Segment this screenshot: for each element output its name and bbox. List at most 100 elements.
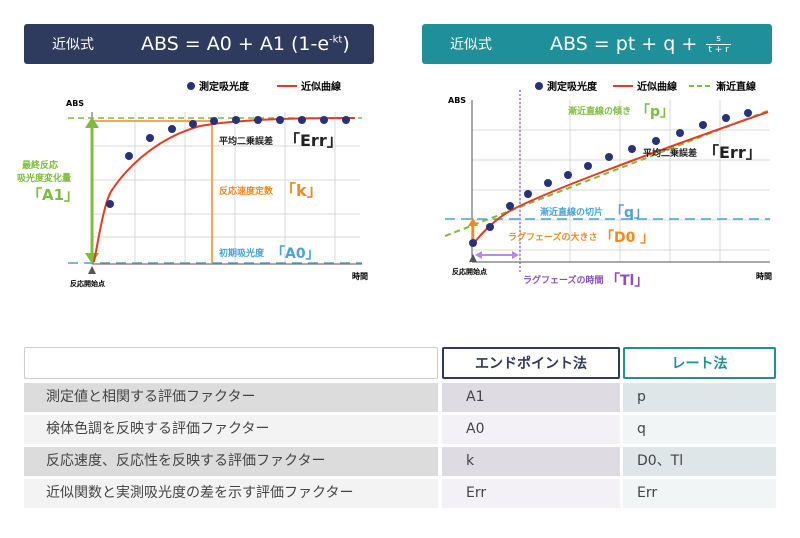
- left-a0-param: 「A0」: [271, 245, 320, 262]
- table-cell-endpoint: A1: [442, 383, 620, 412]
- right-legend-fit: 近似曲線: [637, 80, 677, 93]
- left-point: [168, 125, 176, 133]
- right-point: [605, 153, 613, 161]
- table-cell-factor: 近似関数と実測吸光度の差を示す評価ファクター: [24, 479, 438, 508]
- left-point: [276, 116, 284, 124]
- right-measured-points: [469, 109, 752, 247]
- right-d0-text: ラグフェーズの大きさ: [508, 231, 598, 243]
- right-point: [744, 109, 752, 117]
- right-legend-point-icon: [535, 82, 543, 90]
- left-a1-arrow-up-icon: [85, 117, 99, 128]
- left-err-param: 「Err」: [284, 131, 343, 150]
- right-point: [564, 171, 572, 179]
- right-fit-curve: [473, 111, 769, 244]
- left-equation-base: ABS = A0 + A1 (1-e: [141, 33, 330, 55]
- left-point: [232, 116, 240, 124]
- right-d0-arrow-up-icon: [468, 218, 478, 226]
- table-cell-rate: D0、Tl: [623, 447, 776, 476]
- right-tl-text: ラグフェーズの時間: [523, 274, 604, 286]
- left-y-axis-label: ABS: [66, 99, 84, 108]
- right-tl-param: 「Tl」: [606, 272, 648, 289]
- table-cell-endpoint: A0: [442, 415, 620, 444]
- right-legend-asymptote: 漸近直線: [716, 80, 756, 93]
- left-grid: [92, 112, 360, 262]
- right-err-text: 平均二乗誤差: [643, 147, 697, 159]
- left-err-text: 平均二乗誤差: [219, 135, 273, 147]
- right-fraction-numerator: s: [716, 33, 721, 44]
- left-point: [320, 116, 328, 124]
- right-tl-arrow-left-icon: [475, 251, 482, 259]
- table-cell-endpoint: k: [442, 447, 620, 476]
- left-point: [254, 116, 262, 124]
- left-equation-exponent: -kt: [329, 34, 343, 46]
- left-point: [298, 116, 306, 124]
- left-a1-param: 「A1」: [27, 186, 79, 204]
- table-row: 検体色調を反映する評価ファクター A0 q: [24, 415, 776, 444]
- left-x-axis-label: 時間: [352, 271, 368, 281]
- left-start-label: 反応開始点: [70, 279, 105, 288]
- table-row: 測定値と相関する評価ファクター A1 p: [24, 383, 776, 412]
- table-header-row: エンドポイント法 レート法: [24, 347, 776, 380]
- right-chart: 測定吸光度 近似曲線 漸近直線 ABS 時間: [444, 80, 772, 289]
- left-point: [210, 117, 218, 125]
- left-point: [146, 134, 154, 142]
- table-row: 反応速度、反応性を反映する評価ファクター k D0、Tl: [24, 447, 776, 476]
- right-point: [506, 202, 514, 210]
- table-cell-factor: 検体色調を反映する評価ファクター: [24, 415, 438, 444]
- left-chart: 測定吸光度 近似曲線 ABS 時間 反応開始点: [17, 80, 368, 288]
- table-cell-rate: p: [623, 383, 776, 412]
- right-formula-header: 近似式 ABS = pt + q + s t + r: [422, 24, 772, 64]
- right-point: [584, 162, 592, 170]
- right-formula-equation: ABS = pt + q + s t + r: [550, 33, 731, 55]
- right-p-param: 「p」: [636, 103, 674, 120]
- table-header-blank: [24, 347, 438, 379]
- right-point: [676, 129, 684, 137]
- left-measured-points: [106, 116, 350, 208]
- left-formula-header: 近似式 ABS = A0 + A1 (1-e-kt): [24, 24, 374, 64]
- right-point: [652, 137, 660, 145]
- right-grid: [472, 100, 770, 262]
- table-cell-endpoint: Err: [442, 479, 620, 508]
- right-point: [699, 121, 707, 129]
- left-point: [189, 120, 197, 128]
- right-err-param: 「Err」: [703, 143, 762, 162]
- table-cell-rate: q: [623, 415, 776, 444]
- right-point: [524, 190, 532, 198]
- right-x-axis-label: 時間: [756, 271, 772, 281]
- table-row: 近似関数と実測吸光度の差を示す評価ファクター Err Err: [24, 479, 776, 508]
- right-q-param: 「q」: [610, 204, 648, 221]
- right-point: [722, 114, 730, 122]
- left-point: [106, 200, 114, 208]
- right-point: [486, 223, 494, 231]
- left-a1-text-1: 最終反応: [22, 159, 58, 171]
- left-point: [125, 152, 133, 160]
- table-cell-factor: 反応速度、反応性を反映する評価ファクター: [24, 447, 438, 476]
- right-y-axis-label: ABS: [448, 96, 466, 105]
- left-legend-measured: 測定吸光度: [199, 80, 250, 93]
- right-start-label: 反応開始点: [452, 267, 487, 276]
- left-k-text: 反応速度定数: [219, 185, 274, 197]
- left-point: [342, 116, 350, 124]
- right-d0-param: 「D0 」: [600, 229, 654, 246]
- table-header-rate: レート法: [623, 347, 776, 379]
- left-start-arrow-icon: [88, 266, 96, 274]
- right-equation-base: ABS = pt + q +: [550, 33, 704, 55]
- right-q-text: 漸近直線の切片: [540, 206, 603, 218]
- right-fraction-denominator: t + r: [706, 43, 731, 55]
- right-tl-arrow-right-icon: [512, 251, 519, 259]
- left-equation-close: ): [342, 33, 350, 55]
- table-cell-factor: 測定値と相関する評価ファクター: [24, 383, 438, 412]
- left-a1-text-2: 吸光度変化量: [17, 172, 71, 184]
- left-formula-equation: ABS = A0 + A1 (1-e-kt): [141, 33, 350, 55]
- right-formula-label: 近似式: [450, 37, 492, 53]
- left-legend-fit: 近似曲線: [301, 80, 341, 93]
- right-point: [628, 145, 636, 153]
- left-legend-point-icon: [187, 82, 195, 90]
- table-header-endpoint: エンドポイント法: [442, 347, 620, 379]
- left-a0-text: 初期吸光度: [219, 247, 265, 259]
- left-k-param: 「k」: [280, 181, 323, 200]
- right-p-text: 漸近直線の傾き: [568, 105, 631, 117]
- left-formula-label: 近似式: [52, 37, 94, 53]
- table-cell-rate: Err: [623, 479, 776, 508]
- right-equation-fraction: s t + r: [706, 34, 731, 55]
